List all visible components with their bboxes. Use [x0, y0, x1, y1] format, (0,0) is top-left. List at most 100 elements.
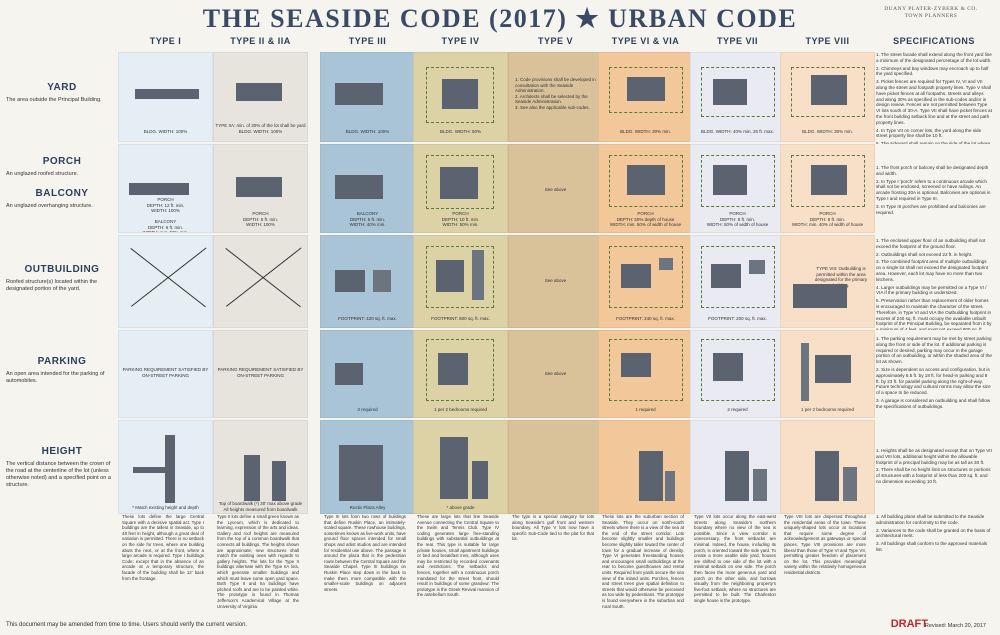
outbuilding-caption: FOOTPRINT: 420 sq. ft. max. — [338, 316, 397, 321]
cell-type-viii-outbuilding: TYPE VIII: Outbuilding is permitted with… — [780, 235, 875, 328]
cell-type-vii-height — [690, 420, 785, 514]
cell-type-ii-parking: PARKING REQUIREMENT SATISFIED BY ON-STRE… — [213, 330, 308, 418]
yard-caption: BLDG. WIDTH: 50% — [439, 129, 481, 134]
cell-type-iv-porch: PORCH DEPTH: 10 ft. min. WIDTH: 50% min. — [413, 144, 508, 233]
building-footprint — [627, 77, 665, 101]
cell-type-i-outbuilding — [118, 235, 213, 328]
outbuilding-caption: See above — [544, 278, 567, 283]
height-caption: Top of boardwalk (*) 30' max above grade… — [218, 501, 303, 512]
cell-type-i-porch: PORCH DEPTH: 12 ft. min. WIDTH: 100% BAL… — [118, 144, 213, 233]
height-caption: * Match existing height and depth — [132, 505, 199, 510]
cell-type-vii-outbuilding: FOOTPRINT: 200 sq. ft. max. — [690, 235, 785, 328]
cell-type-ii-height: Top of boardwalk (*) 30' max above grade… — [213, 420, 308, 514]
spec-outbuilding-item: 1. The enclosed upper floor of an outbui… — [876, 238, 986, 249]
cell-type-iv-parking: 1 per 2 bedrooms required — [413, 330, 508, 418]
lot-line — [701, 67, 775, 117]
row-desc-height: The vertical distance between the crown … — [6, 461, 111, 488]
building-footprint — [713, 353, 743, 381]
row-title-yard: YARD — [47, 82, 77, 93]
parking-caption: PARKING REQUIREMENT SATISFIED BY ON-STRE… — [217, 367, 304, 378]
height-caption: Rustic Plaza Alley — [349, 505, 386, 510]
building-footprint — [129, 183, 189, 195]
page-title: THE SEASIDE CODE (2017) ★ URBAN CODE — [202, 4, 798, 33]
column-header-type-ii: TYPE II & IIA — [230, 36, 291, 46]
row-label-balcony: BALCONY An unglazed overhanging structur… — [6, 188, 118, 210]
spec-outbuilding-item: 5. Preservation rather than replacement … — [876, 298, 992, 330]
outbuilding-caption: FOOTPRINT: 800 sq. ft. max. — [431, 316, 490, 321]
outbuilding-section — [753, 469, 767, 501]
lot-line — [701, 246, 775, 308]
lot-line — [426, 246, 494, 308]
building-section — [472, 461, 488, 499]
building-footprint — [335, 83, 383, 105]
yard-caption: BLDG. WIDTH: 100% — [345, 129, 390, 134]
parking-caption: 1 required — [635, 407, 656, 412]
yard-caption: TYPE IIA: min. of 30% of the lot shall b… — [215, 123, 306, 134]
cell-type-iii-outbuilding: FOOTPRINT: 420 sq. ft. max. — [320, 235, 415, 328]
cell-type-ii-porch: PORCH DEPTH: 5 ft. min. WIDTH: 100% — [213, 144, 308, 233]
type-i-description: These lots define the large Central Squa… — [122, 514, 204, 581]
cell-type-vi-outbuilding: FOOTPRINT: 240 sq. ft. max. — [598, 235, 693, 328]
outbuilding-section — [665, 471, 675, 501]
building-section — [815, 451, 839, 501]
spec-yard-item: 1. The street facade shall extend along … — [876, 52, 992, 63]
outbuilding-section — [843, 467, 857, 501]
cell-type-iii-yard: BLDG. WIDTH: 100% — [320, 52, 415, 142]
building-section — [133, 467, 175, 473]
spec-yard-item: 4. In Type VII on corner lots, the yard … — [876, 127, 982, 139]
type-ii-description: Type II lots define a small green known … — [217, 514, 299, 609]
type-iii-description: Type III lots form two rows of buildings… — [324, 514, 406, 592]
building-section — [725, 451, 749, 501]
column-header-type-iii: TYPE III — [348, 36, 387, 46]
building-footprint — [442, 79, 478, 109]
cell-type-vii-parking: 2 required — [690, 330, 785, 418]
spec-porch: 1. The front porch or balcony shall be d… — [876, 165, 992, 233]
firm-credit: DUANY PLATER-ZYBERK & CO. TOWN PLANNERS — [876, 6, 986, 20]
row-title-parking: PARKING — [37, 356, 87, 367]
cell-type-vii-porch: PORCH DEPTH: 8 ft. min. WIDTH: 50% of wi… — [690, 144, 785, 233]
spec-height: 1. Heights shall be as designated except… — [876, 448, 992, 508]
building-footprint — [713, 165, 747, 195]
cell-type-iii-height: Rustic Plaza Alley — [320, 420, 415, 514]
yard-caption: BLDG. WIDTH: 30% min. — [802, 129, 853, 134]
lot-line — [609, 246, 683, 308]
spec-general-item: 3. All buildings shall conform to the ap… — [876, 541, 988, 552]
lot-line — [426, 155, 494, 209]
building-section — [244, 455, 260, 501]
type-vii-description: Type VII lots occur along the east-west … — [694, 514, 776, 603]
building-footprint — [811, 75, 847, 105]
lot-line — [609, 67, 683, 113]
building-footprint — [135, 89, 199, 99]
spec-general-item: 1. All building plans shall be submitted… — [876, 514, 985, 525]
column-header-type-viii: TYPE VIII — [805, 36, 850, 46]
building-section — [440, 437, 468, 499]
row-title-height: HEIGHT — [41, 446, 83, 457]
yard-note: 1. Code provisions shall be developed in… — [515, 77, 596, 110]
lot-line — [791, 155, 865, 207]
spec-porch-item: 1. The front porch or balcony shall be d… — [876, 165, 989, 176]
spec-parking: 1. The parking requirement may be met by… — [876, 336, 992, 420]
column-header-type-vii: TYPE VII — [716, 36, 758, 46]
row-desc-parking: An open area intended for the parking of… — [6, 371, 105, 384]
parking-caption: 3 required — [357, 407, 378, 412]
outbuilding-caption: FOOTPRINT: 200 sq. ft. max. — [708, 316, 767, 321]
building-footprint — [335, 175, 383, 199]
porch-caption: BALCONY DEPTH: 5 ft. min. WIDTH: 40% min… — [349, 211, 386, 227]
spec-parking-item: 2. Size is dependent on access and confi… — [876, 366, 991, 396]
spec-outbuilding: 1. The enclosed upper floor of an outbui… — [876, 238, 992, 330]
cell-type-v-yard: 1. Code provisions shall be developed in… — [508, 52, 603, 142]
spec-yard-item: 2. Chimneys and bay windows may encroach… — [876, 65, 989, 77]
row-title-balcony: BALCONY — [35, 188, 89, 199]
yard-caption: BLDG. WIDTH: 40% min. 25 ft. max. — [700, 129, 775, 134]
row-label-height: HEIGHT The vertical distance between the… — [6, 446, 118, 489]
porch-caption: PORCH DEPTH: 12 ft. min. WIDTH: 100% BAL… — [142, 197, 189, 233]
spec-parking-item: 1. The parking requirement may be met by… — [876, 336, 992, 365]
cell-type-v-porch: See above — [508, 144, 603, 233]
building-footprint — [793, 284, 847, 308]
porch-caption: PORCH DEPTH: 8 ft. min. WIDTH: min. 40% … — [791, 211, 864, 227]
lot-line — [609, 155, 683, 207]
column-header-type-v: TYPE V — [537, 36, 573, 46]
cell-type-v-outbuilding: See above — [508, 235, 603, 328]
firm-name: DUANY PLATER-ZYBERK & CO. — [884, 6, 978, 12]
spec-outbuilding-item: 4. Larger outbuildings may be permitted … — [876, 284, 987, 296]
